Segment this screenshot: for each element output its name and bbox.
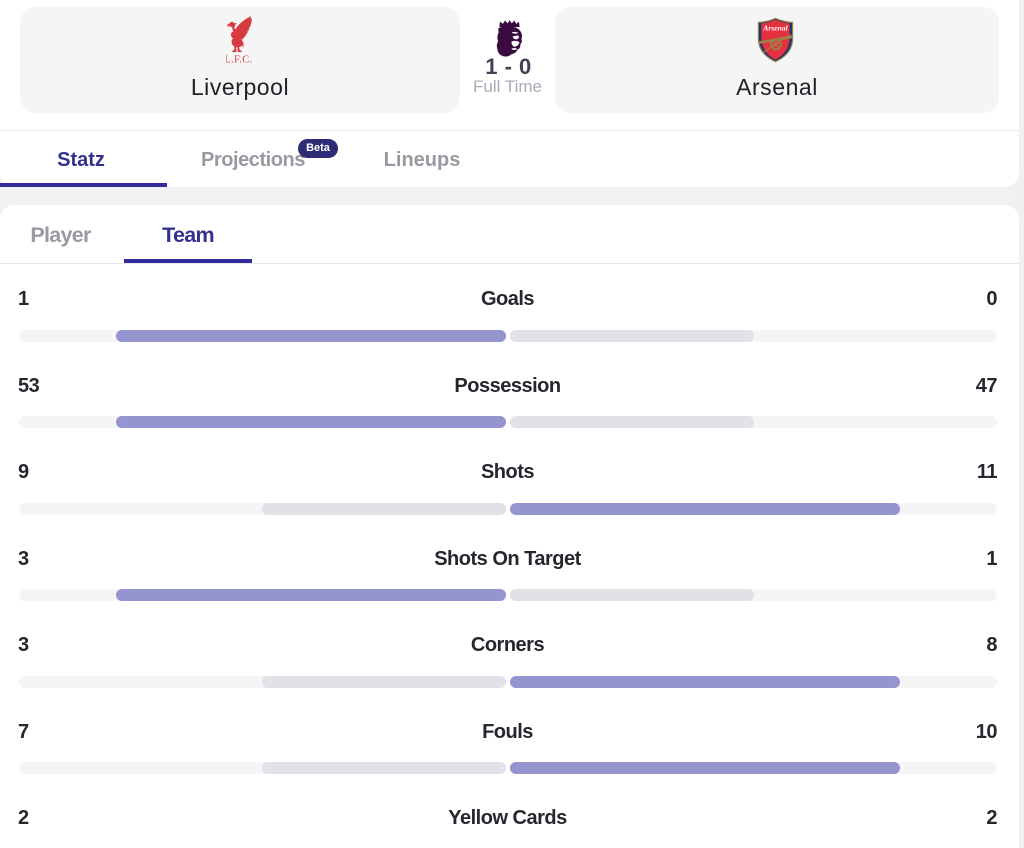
svg-text:Arsenal: Arsenal (762, 24, 788, 33)
svg-text:L.F.C.: L.F.C. (226, 55, 252, 66)
